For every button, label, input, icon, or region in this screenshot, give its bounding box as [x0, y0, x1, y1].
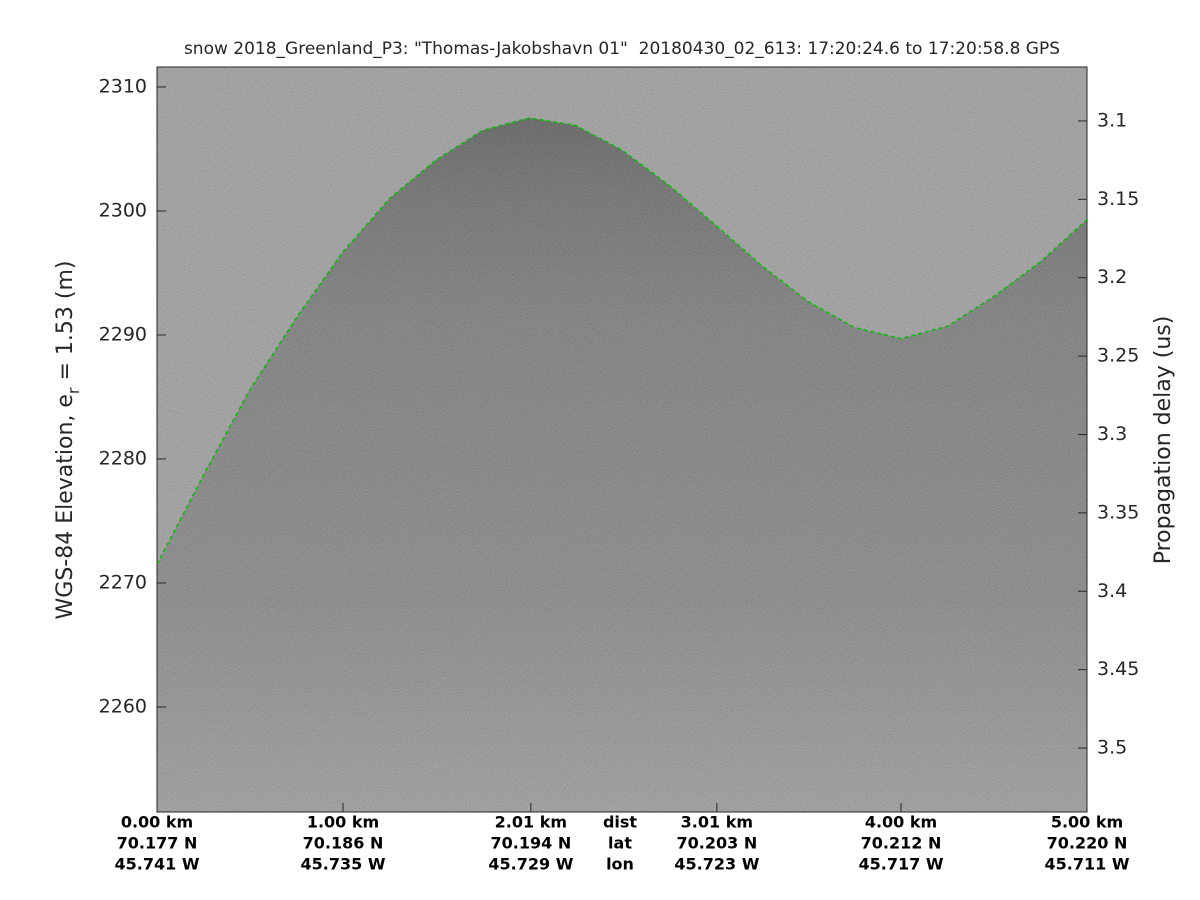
y2-tick-label: 3.45: [1097, 658, 1139, 680]
y-label-suffix: = 1.53 (m): [53, 261, 78, 388]
surface-line: [157, 117, 1087, 565]
x-tick-label: 0.00 km: [121, 813, 193, 832]
lat-label: 70.194 N: [491, 834, 572, 853]
y-tick-label: 2310: [99, 75, 147, 97]
echogram: [157, 67, 1087, 812]
y-label-main: WGS-84 Elevation, e: [53, 394, 78, 619]
x-tick-label: 4.00 km: [865, 813, 937, 832]
chart-title: snow 2018_Greenland_P3: "Thomas-Jakobsha…: [184, 39, 1060, 59]
y2-tick-label: 3.4: [1097, 580, 1127, 602]
y-tick-label: 2300: [99, 199, 147, 221]
y-tick-label: 2270: [99, 571, 147, 593]
lat-label: 70.212 N: [861, 834, 942, 853]
y-tick-label: 2260: [99, 695, 147, 717]
row-label: lon: [606, 855, 634, 874]
lon-label: 45.741 W: [115, 855, 200, 874]
y2-tick-label: 3.15: [1097, 188, 1139, 210]
lon-label: 45.735 W: [301, 855, 386, 874]
plot-frame: [156, 66, 1088, 813]
y2-tick-label: 3.3: [1097, 423, 1127, 445]
y2-tick-label: 3.35: [1097, 501, 1139, 523]
row-label: dist: [603, 813, 637, 832]
y-axis-label: WGS-84 Elevation, er = 1.53 (m): [53, 261, 83, 620]
lat-label: 70.177 N: [117, 834, 198, 853]
lat-label: 70.220 N: [1047, 834, 1128, 853]
lat-label: 70.203 N: [677, 834, 758, 853]
lon-label: 45.723 W: [674, 855, 759, 874]
y2-tick-label: 3.2: [1097, 266, 1127, 288]
y-tick-label: 2280: [99, 447, 147, 469]
x-tick-label: 3.01 km: [681, 813, 753, 832]
echogram-noise: [157, 67, 1087, 812]
lon-label: 45.729 W: [488, 855, 573, 874]
lon-label: 45.717 W: [859, 855, 944, 874]
y2-tick-label: 3.25: [1097, 345, 1139, 367]
row-label: lat: [608, 834, 632, 853]
lat-label: 70.186 N: [303, 834, 384, 853]
y-tick-label: 2290: [99, 323, 147, 345]
x-tick-label: 2.01 km: [495, 813, 567, 832]
lon-label: 45.711 W: [1045, 855, 1130, 874]
y2-axis-label: Propagation delay (us): [1151, 316, 1176, 565]
y-label-subscript: r: [64, 387, 83, 394]
y2-tick-label: 3.5: [1097, 737, 1127, 759]
y2-tick-label: 3.1: [1097, 109, 1127, 131]
x-tick-label: 1.00 km: [307, 813, 379, 832]
x-tick-label: 5.00 km: [1051, 813, 1123, 832]
